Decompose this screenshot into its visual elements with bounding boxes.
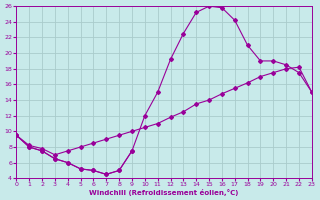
X-axis label: Windchill (Refroidissement éolien,°C): Windchill (Refroidissement éolien,°C) bbox=[89, 189, 239, 196]
